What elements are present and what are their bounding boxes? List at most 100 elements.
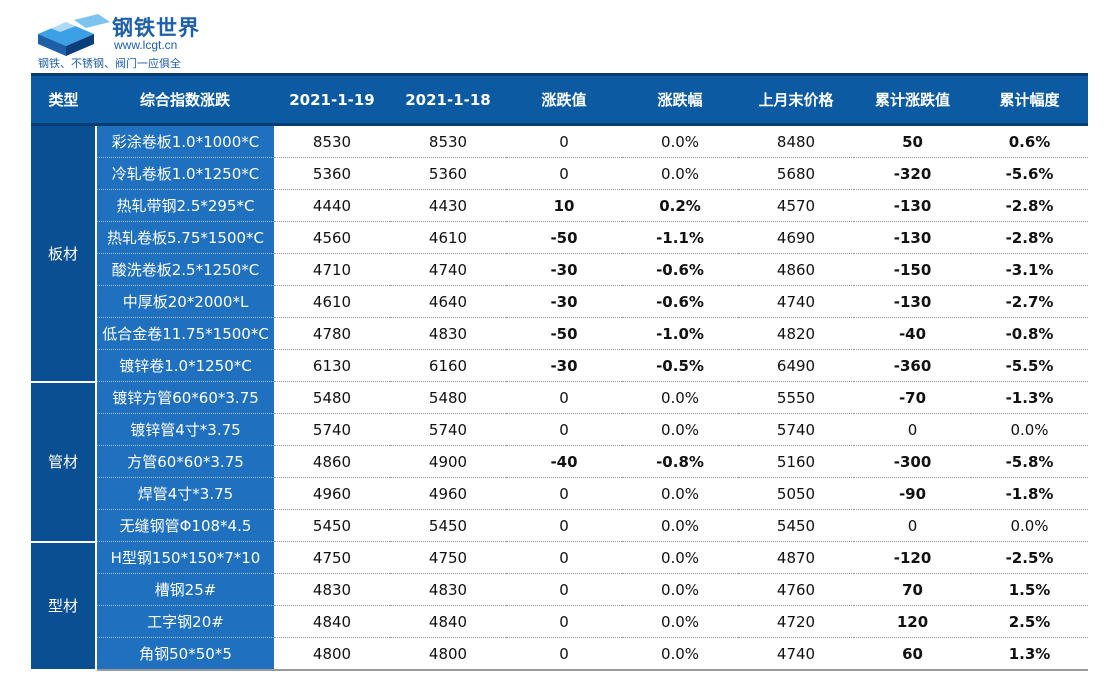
table-body: 板材 彩涂卷板1.0*1000*C 8530 8530 0 0.0% 8480 50 0.6% 冷… [31,124,1088,671]
table-row: 镀锌卷1.0*1250*C 6130 6160 -30 -0.5% 6490 -360 -5.… [31,349,1088,382]
price-0118-cell: 8530 [390,124,506,158]
cumulative-change-cell: -360 [854,349,971,382]
change-cell: 0 [506,477,622,510]
price-index-table: 类型 综合指数涨跌 2021-1-19 2021-1-18 涨跌值 涨跌幅 上月… [31,73,1088,671]
price-0118-cell: 4800 [390,637,506,671]
cumulative-pct-cell: 0.6% [971,124,1088,158]
change-pct-cell: -0.5% [622,349,738,382]
product-name-cell: 无缝钢管Φ108*4.5 [96,509,274,542]
header-cumulative-change: 累计涨跌值 [854,73,971,126]
last-month-price-cell: 4820 [738,317,854,350]
price-0118-cell: 4610 [390,221,506,254]
cumulative-pct-cell: -5.5% [971,349,1088,382]
price-0118-cell: 4740 [390,253,506,286]
price-0119-cell: 4780 [274,317,390,350]
change-pct-cell: 0.0% [622,477,738,510]
change-cell: -30 [506,349,622,382]
logo-url-text: www.lcgt.cn [114,38,178,52]
last-month-price-cell: 4760 [738,573,854,606]
last-month-price-cell: 4740 [738,285,854,318]
last-month-price-cell: 5680 [738,157,854,190]
change-cell: 0 [506,605,622,638]
table-row: 酸洗卷板2.5*1250*C 4710 4740 -30 -0.6% 4860 -150 -3… [31,253,1088,286]
price-0119-cell: 4960 [274,477,390,510]
table-row: 方管60*60*3.75 4860 4900 -40 -0.8% 5160 -300 -5.8… [31,445,1088,478]
cumulative-change-cell: -130 [854,285,971,318]
cumulative-change-cell: -150 [854,253,971,286]
change-pct-cell: 0.0% [622,573,738,606]
header-cumulative-pct: 累计幅度 [971,73,1088,126]
change-cell: 0 [506,541,622,574]
logo-slogan: 钢铁、不锈钢、阀门一应俱全 [38,57,181,70]
price-0118-cell: 4840 [390,605,506,638]
product-name-cell: 方管60*60*3.75 [96,445,274,478]
price-0118-cell: 4640 [390,285,506,318]
cumulative-pct-cell: -2.8% [971,189,1088,222]
price-0118-cell: 6160 [390,349,506,382]
price-0118-cell: 5360 [390,157,506,190]
change-pct-cell: 0.0% [622,124,738,158]
category-cell: 型材 [31,541,97,671]
cumulative-pct-cell: -2.8% [971,221,1088,254]
price-0119-cell: 5360 [274,157,390,190]
category-cell: 管材 [31,381,97,543]
logo-cube-icon [38,14,110,56]
table-row: 热轧卷板5.75*1500*C 4560 4610 -50 -1.1% 4690 -130-… [31,221,1088,254]
cumulative-change-cell: -120 [854,541,971,574]
change-cell: 0 [506,637,622,671]
change-pct-cell: -0.8% [622,445,738,478]
cumulative-change-cell: -300 [854,445,971,478]
cumulative-change-cell: 120 [854,605,971,638]
change-pct-cell: 0.0% [622,157,738,190]
change-pct-cell: 0.2% [622,189,738,222]
last-month-price-cell: 4870 [738,541,854,574]
last-month-price-cell: 5740 [738,413,854,446]
change-cell: -30 [506,285,622,318]
price-0118-cell: 5740 [390,413,506,446]
price-0118-cell: 5450 [390,509,506,542]
change-pct-cell: -1.0% [622,317,738,350]
product-name-cell: H型钢150*150*7*10 [96,541,274,574]
change-pct-cell: 0.0% [622,605,738,638]
change-cell: 0 [506,413,622,446]
last-month-price-cell: 8480 [738,124,854,158]
cumulative-change-cell: -130 [854,189,971,222]
change-pct-cell: 0.0% [622,413,738,446]
change-cell: -50 [506,317,622,350]
last-month-price-cell: 4720 [738,605,854,638]
table-row: 槽钢25# 4830 4830 0 0.0% 4760 70 1.5% [31,573,1088,606]
price-0118-cell: 4830 [390,317,506,350]
cumulative-change-cell: -40 [854,317,971,350]
price-0119-cell: 4800 [274,637,390,671]
price-0119-cell: 4830 [274,573,390,606]
price-0119-cell: 4560 [274,221,390,254]
header-product: 综合指数涨跌 [96,73,274,126]
cumulative-change-cell: 0 [854,413,971,446]
table-row: 管材 镀锌方管60*60*3.75 5480 5480 0 0.0% 5550 -70 -1.3… [31,381,1088,543]
change-pct-cell: -1.1% [622,221,738,254]
last-month-price-cell: 4860 [738,253,854,286]
product-name-cell: 热轧带钢2.5*295*C [96,189,274,222]
last-month-price-cell: 6490 [738,349,854,382]
cumulative-change-cell: 60 [854,637,971,671]
last-month-price-cell: 4690 [738,221,854,254]
header-price-0118: 2021-1-18 [390,73,506,126]
last-month-price-cell: 4740 [738,637,854,671]
cumulative-pct-cell: 0.0% [971,509,1088,542]
table-row: 工字钢20# 4840 4840 0 0.0% 4720 120 2.5% [31,605,1088,638]
site-logo[interactable]: 钢铁世界 www.lcgt.cn 钢铁、不锈钢、阀门一应俱全 [36,10,266,70]
cumulative-pct-cell: -5.8% [971,445,1088,478]
price-0118-cell: 4900 [390,445,506,478]
cumulative-pct-cell: 1.3% [971,637,1088,671]
price-0119-cell: 4710 [274,253,390,286]
logo-brand-text: 钢铁世界 [112,16,200,40]
change-cell: -40 [506,445,622,478]
price-0119-cell: 6130 [274,349,390,382]
cumulative-pct-cell: -1.8% [971,477,1088,510]
product-name-cell: 低合金卷11.75*1500*C [96,317,274,350]
header-last-month-price: 上月末价格 [738,73,854,126]
change-cell: 0 [506,381,622,414]
price-0119-cell: 8530 [274,124,390,158]
cumulative-pct-cell: -1.3% [971,381,1088,414]
cumulative-change-cell: 0 [854,509,971,542]
